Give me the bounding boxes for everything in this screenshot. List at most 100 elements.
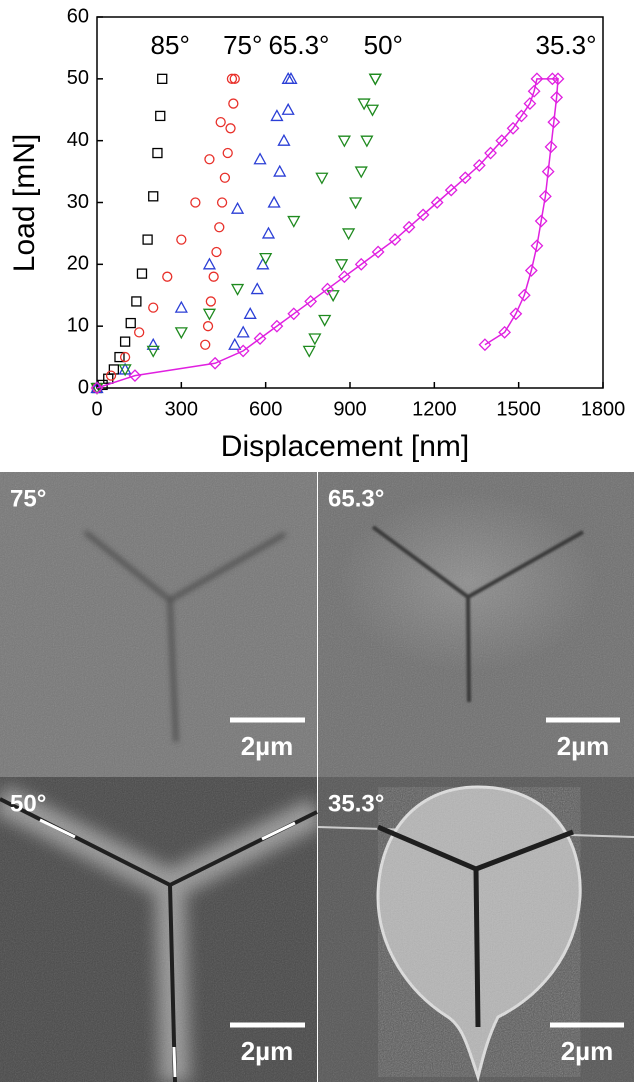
data-point [155,110,166,122]
scale-bar-label: 2µm [241,1036,294,1066]
series-label: 75° [223,30,262,60]
data-point [484,146,497,160]
x-tick-label: 900 [333,398,366,420]
data-point [228,337,242,350]
data-point [202,321,214,332]
data-point [341,228,356,241]
data-point [119,351,131,363]
panel-noise [318,472,634,777]
scale-bar-label: 2µm [561,1036,614,1066]
data-point [515,109,528,123]
data-point [388,233,402,247]
data-point [119,336,131,347]
data-point [326,290,340,303]
y-tick-label: 30 [67,191,89,213]
chart-background [0,0,634,470]
data-point [146,337,160,350]
data-point [337,270,351,284]
data-point [105,370,117,381]
data-point [478,338,492,352]
indent [371,525,584,703]
panel-label: 65.3° [328,485,384,512]
data-point [125,317,136,329]
data-point [524,264,538,277]
data-point [495,134,509,148]
panel-label: 75° [10,485,46,512]
data-point [517,288,531,302]
data-point [444,183,458,197]
data-point [229,73,240,84]
data-point [270,109,284,122]
data-point [365,104,380,117]
x-tick-label: 1500 [496,398,541,420]
data-point [128,369,142,383]
series-label: 65.3° [268,30,329,60]
data-point [174,327,188,340]
data-point [208,356,222,370]
data-point [204,154,215,165]
y-tick-label: 50 [67,67,89,89]
sem-panel: 65.3° 2µm [318,472,634,777]
data-point [318,314,332,327]
panel-label: 50° [10,790,46,817]
data-point [302,345,316,358]
data-point [337,135,351,148]
data-point [458,171,472,185]
data-point [108,364,120,375]
data-point [545,72,559,86]
data-point [277,133,291,146]
x-tick-label: 1800 [581,398,626,420]
plot: 0 300 600 900 1200 1500 1800 0 10 20 30 40 50 60 85° 75… [67,5,626,420]
data-point [202,308,217,321]
data-point [527,84,541,98]
data-point [416,208,430,222]
data-point [228,98,239,109]
data-point [334,259,349,272]
data-point [349,197,363,210]
scale-bar-label: 2µm [557,731,610,761]
y-tick-label: 10 [67,314,89,336]
data-point [211,246,222,258]
x-tick-label: 300 [165,398,198,420]
data-point [90,382,104,395]
data-point [205,296,217,307]
y-axis-label: Load [mN] [8,134,41,272]
data-point [506,121,520,135]
data-point [550,90,564,104]
data-point [321,282,334,296]
data-point [523,97,537,110]
data-point [114,351,125,363]
data-point [222,147,233,159]
data-point [200,339,211,350]
data-point [287,215,301,228]
x-tick-label: 1200 [412,398,457,420]
sem-panel: 35.3° 2µm [317,777,634,1082]
data-point [118,364,132,377]
data-point [530,72,544,86]
data-point [250,282,264,295]
indent-crack [39,818,296,1078]
x-tick-label: 600 [249,398,282,420]
data-point [215,116,226,128]
data-point [547,115,561,129]
data-point [509,307,523,321]
data-point [315,172,329,185]
series-label: 85° [151,30,190,60]
data-point [538,189,552,203]
data-point [214,222,225,233]
scale-bar-label: 2µm [241,731,294,761]
data-point [236,325,250,338]
data-point [216,197,228,208]
series-label: 35.3° [536,30,597,60]
data-point [230,201,245,214]
data-point [270,319,284,333]
series-line [96,78,559,389]
y-tick-label: 20 [67,253,89,275]
data-point [131,296,142,307]
data-point [176,234,187,245]
data-point [284,71,298,84]
data-point [530,239,544,253]
data-point [308,333,322,346]
data-point [225,123,236,134]
